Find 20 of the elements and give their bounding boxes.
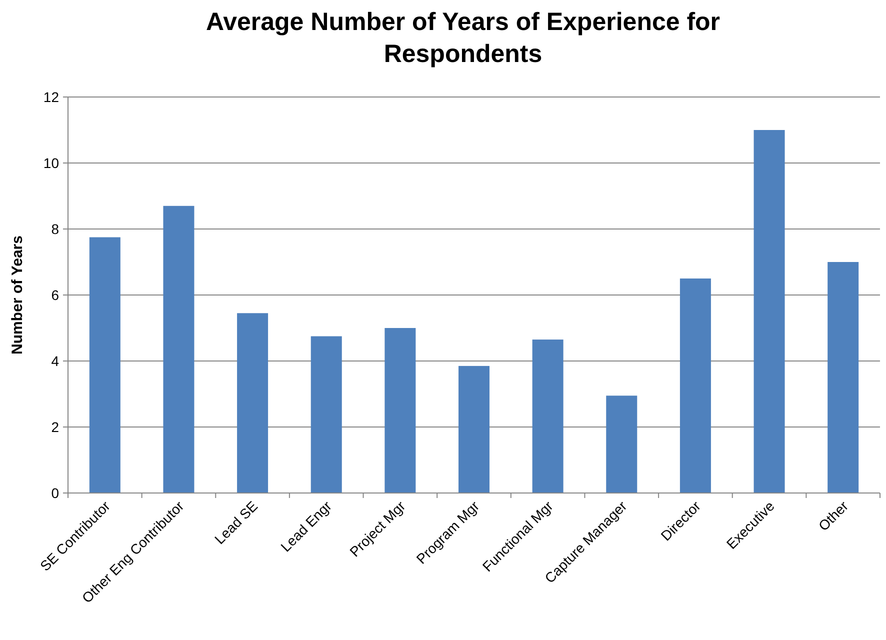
bar [606,396,638,493]
y-tick-label: 10 [43,155,60,171]
bar [754,130,785,493]
bar [532,340,564,493]
bar [163,206,194,493]
bar [310,336,342,493]
bar [828,262,859,493]
bar [384,328,416,493]
chart-title: Average Number of Years of Experience for Respondents [206,8,720,68]
bar [680,278,711,493]
y-tick-label: 8 [51,221,60,237]
bar [458,366,490,493]
y-axis-title: Number of Years [9,236,26,354]
bar [237,313,268,493]
y-tick-label: 6 [51,287,60,303]
y-tick-label: 4 [51,353,60,369]
y-tick-label: 12 [43,89,60,105]
y-tick-label: 0 [51,485,60,501]
y-tick-label: 2 [51,419,60,435]
bar [89,237,120,493]
